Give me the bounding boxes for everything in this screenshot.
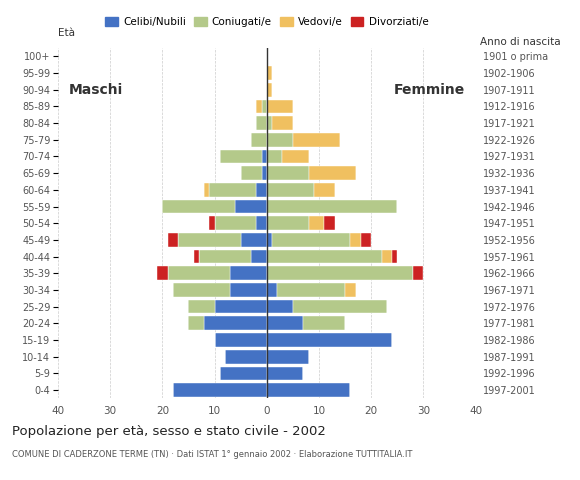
- Bar: [157, 266, 168, 280]
- Bar: [241, 166, 262, 180]
- Bar: [251, 250, 267, 264]
- Bar: [267, 133, 293, 146]
- Bar: [267, 266, 413, 280]
- Bar: [162, 200, 235, 213]
- Bar: [267, 166, 309, 180]
- Bar: [215, 300, 267, 313]
- Bar: [382, 250, 392, 264]
- Bar: [267, 99, 293, 113]
- Bar: [267, 116, 272, 130]
- Bar: [267, 83, 272, 96]
- Bar: [220, 367, 267, 380]
- Bar: [267, 333, 392, 347]
- Bar: [309, 166, 356, 180]
- Bar: [230, 283, 267, 297]
- Text: Anno di nascita: Anno di nascita: [480, 37, 560, 48]
- Bar: [230, 266, 267, 280]
- Bar: [267, 283, 277, 297]
- Bar: [168, 266, 230, 280]
- Text: Età: Età: [58, 28, 75, 38]
- Bar: [324, 216, 335, 230]
- Bar: [225, 350, 267, 363]
- Bar: [173, 283, 230, 297]
- Bar: [267, 367, 303, 380]
- Text: Popolazione per età, sesso e stato civile - 2002: Popolazione per età, sesso e stato civil…: [12, 425, 325, 438]
- Bar: [267, 233, 272, 247]
- Bar: [277, 283, 345, 297]
- Bar: [314, 183, 335, 197]
- Bar: [204, 183, 209, 197]
- Bar: [194, 250, 199, 264]
- Text: COMUNE DI CADERZONE TERME (TN) · Dati ISTAT 1° gennaio 2002 · Elaborazione TUTTI: COMUNE DI CADERZONE TERME (TN) · Dati IS…: [12, 450, 412, 459]
- Bar: [303, 316, 345, 330]
- Bar: [199, 250, 251, 264]
- Bar: [220, 150, 262, 163]
- Bar: [392, 250, 397, 264]
- Bar: [267, 316, 303, 330]
- Bar: [293, 300, 387, 313]
- Bar: [272, 233, 350, 247]
- Bar: [267, 300, 293, 313]
- Bar: [209, 216, 215, 230]
- Bar: [251, 133, 267, 146]
- Bar: [267, 350, 309, 363]
- Bar: [267, 66, 272, 80]
- Bar: [168, 233, 178, 247]
- Bar: [267, 250, 382, 264]
- Bar: [256, 216, 267, 230]
- Bar: [188, 316, 204, 330]
- Bar: [262, 99, 267, 113]
- Bar: [204, 316, 267, 330]
- Text: Femmine: Femmine: [394, 83, 465, 96]
- Bar: [350, 233, 361, 247]
- Bar: [256, 116, 267, 130]
- Bar: [173, 383, 267, 397]
- Bar: [241, 233, 267, 247]
- Bar: [209, 183, 256, 197]
- Bar: [361, 233, 371, 247]
- Bar: [188, 300, 215, 313]
- Bar: [272, 116, 293, 130]
- Bar: [267, 383, 350, 397]
- Bar: [256, 99, 262, 113]
- Legend: Celibi/Nubili, Coniugati/e, Vedovi/e, Divorziati/e: Celibi/Nubili, Coniugati/e, Vedovi/e, Di…: [101, 13, 433, 32]
- Text: Maschi: Maschi: [68, 83, 123, 96]
- Bar: [267, 216, 309, 230]
- Bar: [309, 216, 324, 230]
- Bar: [262, 150, 267, 163]
- Bar: [178, 233, 241, 247]
- Bar: [215, 333, 267, 347]
- Bar: [293, 133, 340, 146]
- Bar: [267, 200, 397, 213]
- Bar: [267, 183, 314, 197]
- Bar: [256, 183, 267, 197]
- Bar: [262, 166, 267, 180]
- Bar: [345, 283, 356, 297]
- Bar: [282, 150, 309, 163]
- Bar: [267, 150, 282, 163]
- Bar: [413, 266, 423, 280]
- Bar: [215, 216, 256, 230]
- Bar: [235, 200, 267, 213]
